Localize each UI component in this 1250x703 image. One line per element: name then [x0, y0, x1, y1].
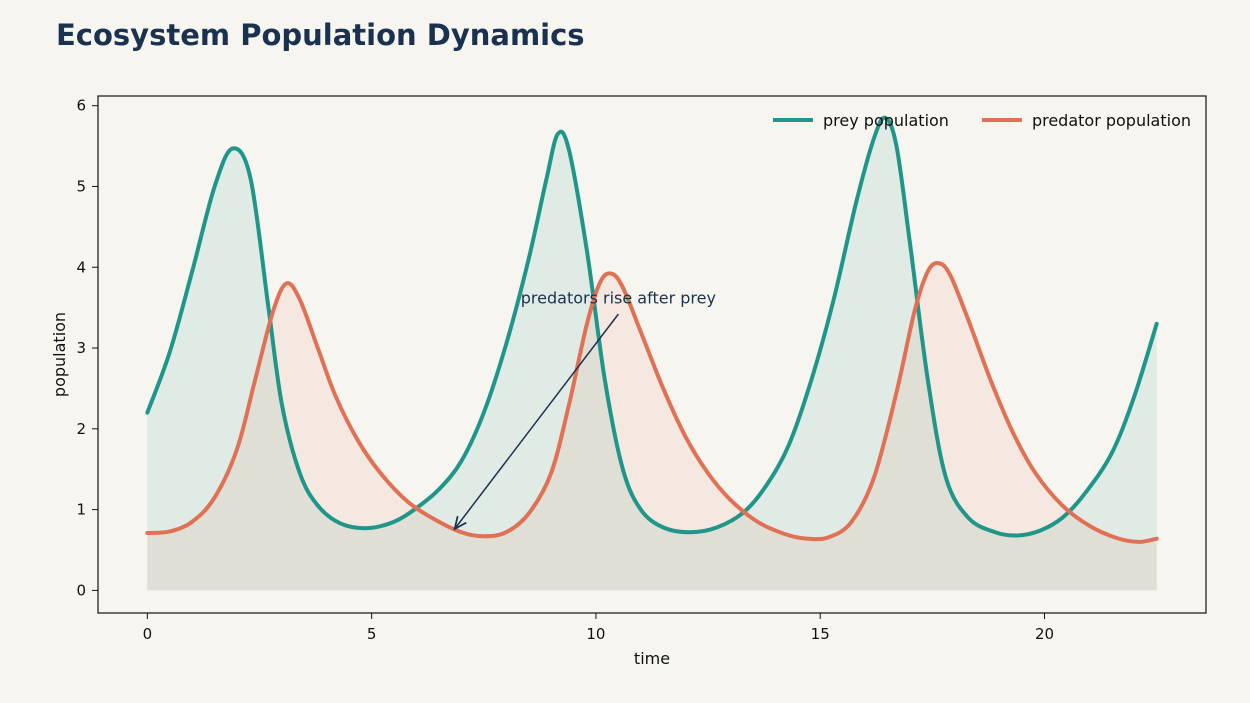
legend-label: prey population — [823, 111, 949, 130]
prey-population-fill — [147, 117, 1157, 591]
annotation: predators rise after prey — [455, 289, 716, 529]
y-tick-label: 5 — [76, 177, 86, 195]
annotation-text: predators rise after prey — [521, 289, 716, 308]
y-tick-label: 6 — [76, 97, 86, 115]
legend-label: predator population — [1032, 111, 1191, 130]
predator-population-line — [145, 261, 1159, 544]
x-axis-label: time — [634, 649, 670, 668]
chart-title: Ecosystem Population Dynamics — [56, 18, 585, 52]
area-fills — [147, 117, 1157, 591]
axes: 0 5 10 15 20 0 1 2 3 4 5 6 time population — [50, 95, 1207, 668]
x-tick-label: 0 — [143, 625, 153, 643]
predator-population-fill — [147, 263, 1157, 591]
x-tick-label: 15 — [811, 625, 830, 643]
y-axis-label: population — [50, 312, 69, 397]
y-tick-label: 4 — [76, 258, 86, 276]
y-tick-label: 1 — [76, 501, 86, 519]
series-lines — [145, 115, 1159, 544]
plot-frame — [97, 95, 1207, 614]
x-tick-label: 20 — [1035, 625, 1054, 643]
legend: predator population prey population — [773, 111, 1191, 130]
y-tick-label: 0 — [76, 581, 86, 599]
x-tick-label: 10 — [586, 625, 605, 643]
prey-population-line — [145, 115, 1159, 538]
x-tick-label: 5 — [367, 625, 377, 643]
y-tick-label: 3 — [76, 339, 86, 357]
y-tick-label: 2 — [76, 420, 86, 438]
annotation-arrow — [455, 313, 619, 529]
